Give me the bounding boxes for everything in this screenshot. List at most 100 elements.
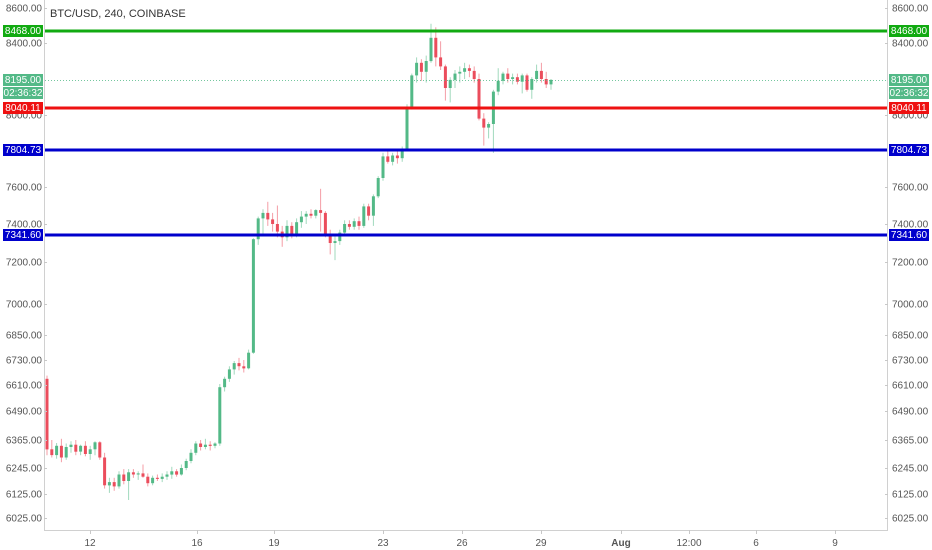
candle-body[interactable] (472, 70, 476, 79)
candle-body[interactable] (506, 73, 510, 79)
candle-body[interactable] (175, 471, 179, 475)
candle-body[interactable] (448, 79, 452, 88)
candle-body[interactable] (299, 216, 303, 223)
candle-body[interactable] (482, 118, 486, 128)
candle-body[interactable] (242, 366, 246, 369)
candle-body[interactable] (415, 62, 419, 76)
candle-body[interactable] (232, 363, 236, 370)
candle-body[interactable] (549, 79, 553, 85)
candle-body[interactable] (218, 387, 222, 444)
candle-body[interactable] (69, 444, 73, 447)
candle-body[interactable] (439, 57, 443, 67)
candle-body[interactable] (160, 476, 164, 479)
candle-body[interactable] (64, 447, 68, 458)
candle-body[interactable] (213, 443, 217, 446)
candle-body[interactable] (386, 156, 390, 162)
candle-body[interactable] (184, 461, 188, 468)
candle-body[interactable] (333, 241, 337, 243)
candle-body[interactable] (328, 233, 332, 244)
candle-body[interactable] (544, 79, 548, 85)
candle-body[interactable] (237, 363, 241, 367)
candle-body[interactable] (458, 71, 462, 74)
candle-body[interactable] (83, 445, 87, 454)
candle-body[interactable] (515, 77, 519, 82)
candle-body[interactable] (309, 213, 313, 216)
candle-body[interactable] (395, 155, 399, 159)
candle-body[interactable] (539, 70, 543, 79)
candle-body[interactable] (443, 66, 447, 88)
candle-body[interactable] (194, 443, 198, 453)
candle-body[interactable] (179, 468, 183, 475)
candle-body[interactable] (79, 445, 83, 452)
candle-body[interactable] (103, 457, 107, 486)
candle-body[interactable] (304, 213, 308, 217)
right-price-axis[interactable]: 8600.00 8400.00 8000.00 7600.00 7400.00 7200.… (885, 4, 929, 525)
candle-body[interactable] (530, 79, 534, 90)
candle-body[interactable] (112, 482, 116, 487)
candle-body[interactable] (290, 225, 294, 235)
candle-body[interactable] (362, 206, 366, 226)
candle-body[interactable] (347, 224, 351, 227)
candle-body[interactable] (155, 477, 159, 479)
candle-body[interactable] (410, 75, 414, 108)
candle-body[interactable] (122, 474, 126, 482)
left-price-axis[interactable]: 8600.00 8400.00 8000.00 7600.00 7400.00 7200.… (6, 4, 47, 525)
candle-body[interactable] (434, 37, 438, 58)
candle-body[interactable] (338, 232, 342, 242)
candle-body[interactable] (136, 473, 140, 475)
candle-body[interactable] (127, 472, 131, 481)
candle-body[interactable] (367, 206, 371, 216)
candle-body[interactable] (477, 79, 481, 119)
candle-body[interactable] (525, 75, 529, 90)
candle-body[interactable] (146, 476, 150, 484)
candle-body[interactable] (247, 352, 251, 369)
candle-body[interactable] (266, 212, 270, 220)
candle-body[interactable] (496, 80, 500, 92)
candle-body[interactable] (511, 77, 515, 79)
candle-body[interactable] (117, 474, 121, 487)
candle-body[interactable] (501, 73, 505, 81)
candle-body[interactable] (535, 70, 539, 79)
candle-body[interactable] (74, 444, 78, 452)
candle-body[interactable] (261, 212, 265, 219)
candle-body[interactable] (227, 369, 231, 379)
candle-body[interactable] (314, 210, 318, 216)
time-axis[interactable]: 12 16 19 23 26 29 Aug 12:00 6 9 (84, 530, 838, 549)
candle-body[interactable] (323, 212, 327, 234)
candle-body[interactable] (381, 156, 385, 178)
candle-body[interactable] (357, 221, 361, 226)
candle-body[interactable] (45, 378, 49, 450)
candle-body[interactable] (275, 224, 279, 232)
candle-body[interactable] (151, 477, 155, 484)
candle-body[interactable] (429, 37, 433, 62)
candle-body[interactable] (88, 449, 92, 454)
candle-body[interactable] (50, 449, 54, 456)
candle-body[interactable] (208, 444, 212, 446)
candle-body[interactable] (199, 443, 203, 448)
candle-body[interactable] (343, 224, 347, 233)
candle-body[interactable] (141, 473, 145, 477)
candle-body[interactable] (419, 62, 423, 72)
candle-body[interactable] (376, 178, 380, 197)
candle-body[interactable] (453, 73, 457, 80)
candle-body[interactable] (256, 218, 260, 240)
candle-body[interactable] (295, 222, 299, 235)
candle-body[interactable] (170, 471, 174, 475)
candle-body[interactable] (93, 442, 97, 450)
candle-body[interactable] (424, 61, 428, 72)
candle-body[interactable] (107, 482, 111, 486)
candle-body[interactable] (203, 444, 207, 447)
candle-body[interactable] (165, 474, 169, 477)
candle-body[interactable] (405, 107, 409, 150)
candle-body[interactable] (463, 68, 467, 72)
candle-body[interactable] (55, 445, 59, 456)
candle-body[interactable] (520, 75, 524, 82)
candle-body[interactable] (131, 472, 135, 475)
candle-body[interactable] (400, 149, 404, 159)
candle-body[interactable] (285, 225, 289, 238)
candle-body[interactable] (467, 68, 471, 71)
candle-body[interactable] (319, 210, 323, 213)
candle-body[interactable] (371, 196, 375, 216)
candle-body[interactable] (223, 378, 227, 388)
